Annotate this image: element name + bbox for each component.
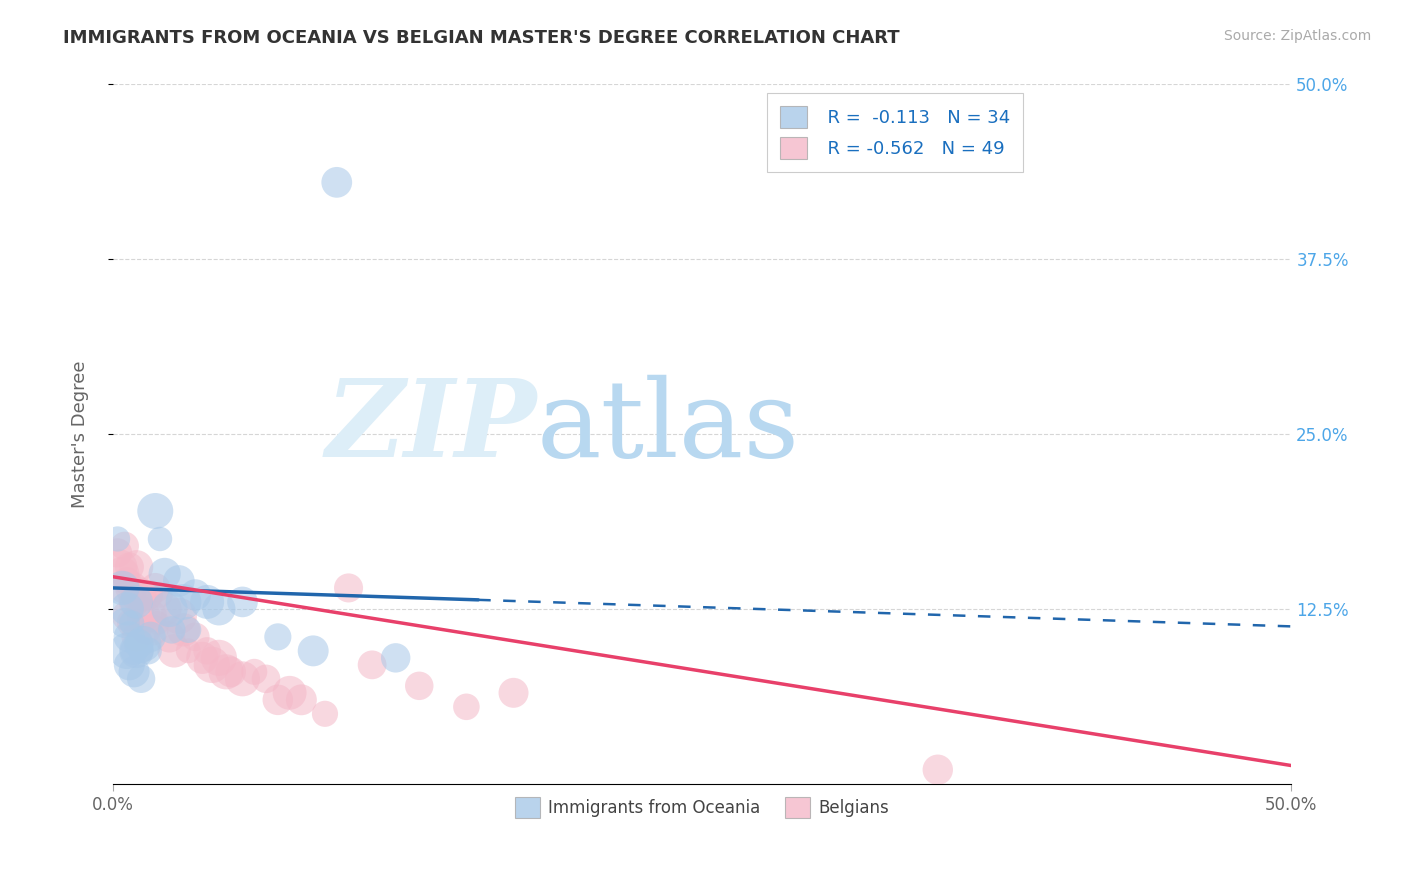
- Point: [195, 644, 218, 658]
- Point: [290, 693, 312, 707]
- Point: [129, 644, 152, 658]
- Y-axis label: Master's Degree: Master's Degree: [72, 360, 89, 508]
- Point: [118, 560, 141, 574]
- Point: [160, 623, 183, 637]
- Point: [129, 602, 152, 616]
- Point: [219, 665, 242, 679]
- Point: [149, 532, 172, 546]
- Point: [136, 588, 159, 602]
- Point: [195, 595, 218, 609]
- Point: [173, 595, 195, 609]
- Point: [125, 560, 148, 574]
- Point: [132, 608, 155, 623]
- Point: [107, 532, 129, 546]
- Point: [114, 615, 136, 630]
- Point: [201, 657, 224, 672]
- Point: [135, 623, 157, 637]
- Point: [115, 574, 138, 588]
- Point: [125, 644, 148, 658]
- Point: [177, 644, 200, 658]
- Point: [314, 706, 336, 721]
- Point: [173, 623, 195, 637]
- Point: [278, 686, 301, 700]
- Point: [121, 581, 143, 595]
- Point: [115, 602, 138, 616]
- Point: [111, 566, 134, 581]
- Point: [267, 630, 290, 644]
- Point: [128, 588, 150, 602]
- Text: atlas: atlas: [537, 375, 800, 480]
- Point: [122, 644, 145, 658]
- Legend: Immigrants from Oceania, Belgians: Immigrants from Oceania, Belgians: [508, 790, 896, 824]
- Point: [149, 588, 172, 602]
- Point: [142, 623, 165, 637]
- Point: [231, 672, 253, 686]
- Point: [121, 615, 143, 630]
- Point: [125, 630, 148, 644]
- Point: [502, 686, 524, 700]
- Point: [129, 672, 152, 686]
- Point: [254, 672, 277, 686]
- Point: [167, 608, 190, 623]
- Point: [118, 630, 141, 644]
- Point: [153, 566, 176, 581]
- Point: [191, 651, 214, 665]
- Point: [121, 615, 143, 630]
- Point: [267, 693, 290, 707]
- Point: [167, 574, 190, 588]
- Point: [184, 588, 207, 602]
- Point: [146, 615, 169, 630]
- Point: [177, 623, 200, 637]
- Point: [456, 699, 478, 714]
- Point: [157, 630, 180, 644]
- Point: [136, 644, 159, 658]
- Text: Source: ZipAtlas.com: Source: ZipAtlas.com: [1223, 29, 1371, 43]
- Point: [128, 637, 150, 651]
- Point: [122, 595, 145, 609]
- Point: [163, 644, 186, 658]
- Point: [326, 175, 349, 189]
- Text: ZIP: ZIP: [326, 374, 537, 480]
- Point: [208, 651, 231, 665]
- Point: [143, 504, 166, 518]
- Point: [122, 665, 145, 679]
- Point: [115, 644, 138, 658]
- Point: [231, 595, 253, 609]
- Point: [107, 546, 129, 560]
- Point: [143, 581, 166, 595]
- Point: [118, 657, 141, 672]
- Point: [927, 763, 949, 777]
- Point: [125, 595, 148, 609]
- Point: [111, 581, 134, 595]
- Point: [157, 602, 180, 616]
- Point: [115, 608, 138, 623]
- Point: [337, 581, 360, 595]
- Point: [108, 560, 131, 574]
- Text: IMMIGRANTS FROM OCEANIA VS BELGIAN MASTER'S DEGREE CORRELATION CHART: IMMIGRANTS FROM OCEANIA VS BELGIAN MASTE…: [63, 29, 900, 46]
- Point: [139, 608, 162, 623]
- Point: [243, 665, 266, 679]
- Point: [153, 602, 176, 616]
- Point: [408, 679, 430, 693]
- Point: [361, 657, 384, 672]
- Point: [302, 644, 325, 658]
- Point: [114, 581, 136, 595]
- Point: [139, 630, 162, 644]
- Point: [215, 665, 238, 679]
- Point: [132, 637, 155, 651]
- Point: [384, 651, 406, 665]
- Point: [184, 630, 207, 644]
- Point: [114, 539, 136, 553]
- Point: [208, 602, 231, 616]
